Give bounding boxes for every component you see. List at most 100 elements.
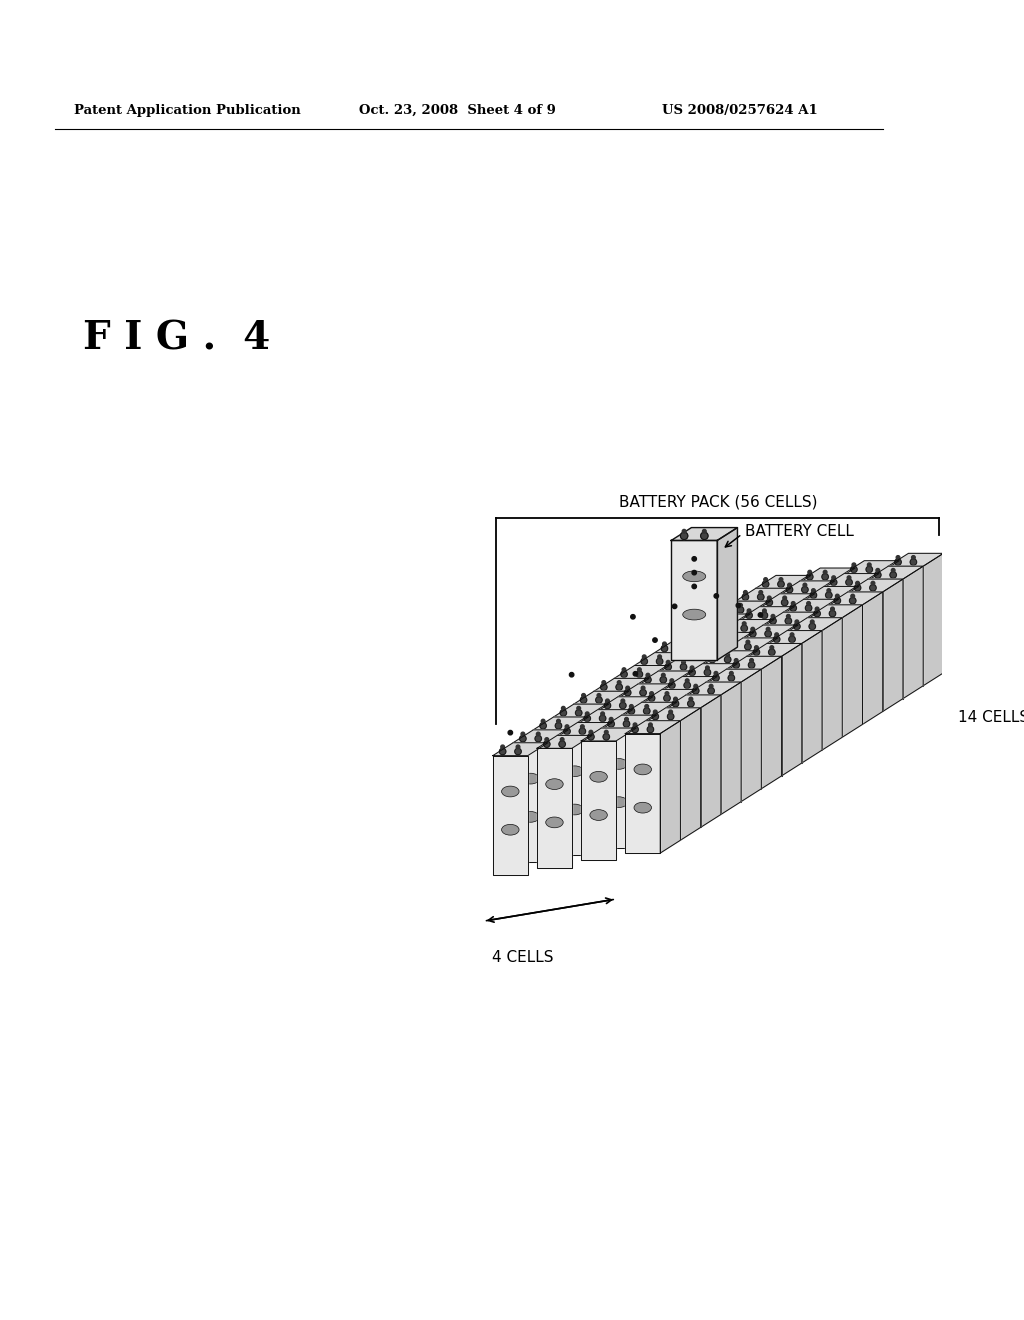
Circle shape bbox=[785, 618, 792, 624]
Circle shape bbox=[669, 682, 675, 689]
Circle shape bbox=[802, 586, 808, 593]
Circle shape bbox=[609, 718, 613, 721]
Circle shape bbox=[582, 693, 586, 697]
Polygon shape bbox=[666, 694, 721, 708]
Ellipse shape bbox=[735, 700, 753, 710]
Circle shape bbox=[564, 729, 570, 734]
Circle shape bbox=[625, 718, 629, 721]
Polygon shape bbox=[680, 708, 700, 841]
Circle shape bbox=[847, 576, 851, 579]
Circle shape bbox=[621, 671, 628, 677]
Polygon shape bbox=[686, 694, 721, 814]
Ellipse shape bbox=[667, 701, 685, 713]
Circle shape bbox=[678, 642, 682, 645]
Circle shape bbox=[825, 591, 833, 598]
Polygon shape bbox=[739, 607, 795, 619]
Polygon shape bbox=[868, 579, 903, 698]
Circle shape bbox=[744, 643, 752, 649]
Polygon shape bbox=[638, 671, 693, 684]
Ellipse shape bbox=[748, 688, 766, 700]
Polygon shape bbox=[868, 566, 924, 579]
Circle shape bbox=[516, 744, 520, 748]
Ellipse shape bbox=[654, 789, 672, 800]
Ellipse shape bbox=[715, 751, 732, 762]
Polygon shape bbox=[723, 651, 758, 771]
Circle shape bbox=[620, 702, 626, 709]
Ellipse shape bbox=[816, 686, 834, 697]
Circle shape bbox=[521, 733, 524, 735]
Ellipse shape bbox=[796, 700, 813, 710]
Polygon shape bbox=[626, 721, 680, 734]
Polygon shape bbox=[762, 656, 781, 789]
Circle shape bbox=[723, 603, 727, 607]
Ellipse shape bbox=[590, 809, 607, 821]
Polygon shape bbox=[723, 638, 778, 651]
Circle shape bbox=[830, 579, 837, 586]
Circle shape bbox=[638, 668, 641, 672]
Ellipse shape bbox=[756, 725, 773, 735]
Polygon shape bbox=[682, 677, 717, 796]
Circle shape bbox=[660, 677, 667, 682]
Polygon shape bbox=[554, 717, 589, 837]
Ellipse shape bbox=[522, 812, 540, 822]
Circle shape bbox=[545, 738, 549, 742]
Ellipse shape bbox=[566, 804, 584, 814]
Circle shape bbox=[700, 532, 708, 540]
Circle shape bbox=[851, 594, 855, 598]
Ellipse shape bbox=[837, 673, 854, 684]
Ellipse shape bbox=[694, 726, 712, 737]
Ellipse shape bbox=[712, 733, 729, 743]
Ellipse shape bbox=[603, 722, 621, 733]
Ellipse shape bbox=[566, 766, 584, 776]
Ellipse shape bbox=[775, 713, 793, 723]
Circle shape bbox=[856, 581, 859, 585]
Polygon shape bbox=[888, 566, 924, 686]
Circle shape bbox=[540, 722, 547, 729]
Circle shape bbox=[692, 557, 696, 561]
Circle shape bbox=[586, 711, 589, 715]
Polygon shape bbox=[716, 614, 751, 734]
Circle shape bbox=[636, 671, 643, 677]
Polygon shape bbox=[848, 591, 883, 711]
Ellipse shape bbox=[809, 611, 826, 622]
Ellipse shape bbox=[502, 825, 519, 836]
Polygon shape bbox=[746, 656, 781, 776]
Polygon shape bbox=[716, 601, 770, 614]
Circle shape bbox=[719, 616, 722, 620]
Circle shape bbox=[764, 578, 767, 581]
Circle shape bbox=[771, 615, 775, 618]
Circle shape bbox=[724, 656, 731, 663]
Polygon shape bbox=[617, 684, 673, 697]
Ellipse shape bbox=[897, 635, 914, 645]
Polygon shape bbox=[702, 651, 758, 664]
Ellipse shape bbox=[788, 663, 806, 673]
Circle shape bbox=[803, 583, 807, 587]
Polygon shape bbox=[924, 553, 943, 686]
Polygon shape bbox=[622, 702, 677, 715]
Circle shape bbox=[682, 632, 688, 639]
Circle shape bbox=[714, 672, 718, 675]
Circle shape bbox=[750, 631, 756, 638]
Circle shape bbox=[814, 610, 820, 616]
Polygon shape bbox=[804, 586, 859, 599]
Polygon shape bbox=[903, 566, 924, 698]
Ellipse shape bbox=[877, 648, 894, 659]
Circle shape bbox=[891, 569, 895, 572]
Text: US 2008/0257624 A1: US 2008/0257624 A1 bbox=[663, 104, 818, 116]
Circle shape bbox=[871, 581, 874, 585]
Circle shape bbox=[743, 590, 748, 594]
Ellipse shape bbox=[586, 752, 604, 764]
Circle shape bbox=[734, 659, 738, 663]
Ellipse shape bbox=[691, 746, 709, 756]
Circle shape bbox=[669, 710, 673, 714]
Circle shape bbox=[653, 710, 657, 714]
Polygon shape bbox=[824, 574, 879, 586]
Ellipse shape bbox=[643, 734, 660, 744]
Polygon shape bbox=[660, 721, 680, 853]
Ellipse shape bbox=[775, 675, 793, 685]
Circle shape bbox=[617, 681, 621, 684]
Ellipse shape bbox=[647, 752, 665, 763]
Ellipse shape bbox=[731, 681, 749, 692]
Text: F I G .  4: F I G . 4 bbox=[83, 319, 270, 358]
Polygon shape bbox=[779, 581, 835, 594]
